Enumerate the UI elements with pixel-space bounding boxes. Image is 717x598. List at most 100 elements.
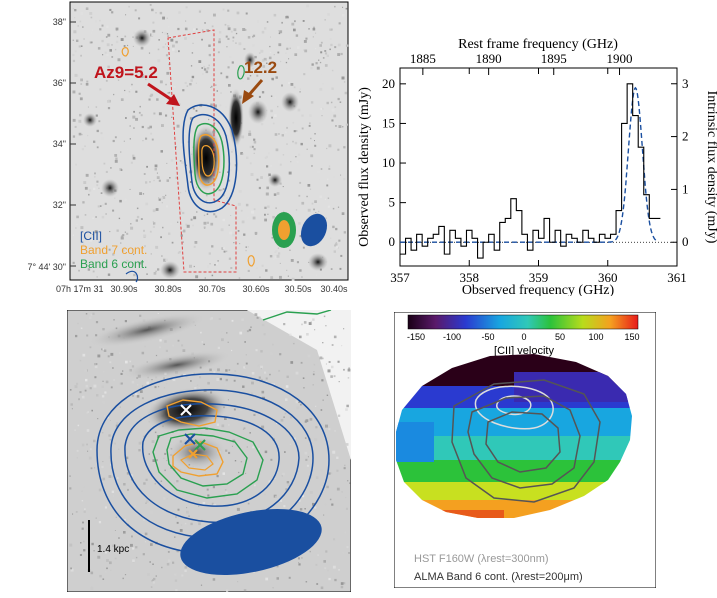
hst-contour-2 [496,395,532,416]
legend-cii: [CII] [80,229,102,243]
cbar-tick-3: -50 [481,332,494,342]
label-12-2: 12.2 [244,58,277,77]
panel-c-blank-region [247,310,351,460]
velocity-contours [451,379,601,503]
x-tick-label: 361 [667,270,687,285]
top-tick-label: 1895 [541,51,567,66]
az9-arrow [147,82,173,102]
az9-arrowhead [166,94,180,106]
band6-contour-small [237,65,245,80]
source-12-2 [228,88,244,148]
band6-contour-1 [152,427,264,499]
cbar-tick-5: 50 [555,332,565,342]
panel-a-contour-image: Az9=5.2 12.2 [CII] Band 7 cont. Band 6 c… [0,0,350,296]
position-markers [180,404,206,459]
cii-contour-3 [124,403,300,524]
ra-tick-4: 30.60s [242,284,270,294]
star-1 [248,100,268,124]
label-az9: Az9=5.2 [94,63,158,82]
panel-b-spectrum: 357 358 359 360 361 0 5 10 15 20 0 1 2 3 1885 1890 1895 1… [352,30,717,298]
cii-contour-4 [142,414,280,507]
legend-band7: Band 7 cont. [80,243,147,257]
star-7 [244,52,256,68]
top-tick-label: 1885 [410,51,436,66]
right-tick-label: 2 [682,129,689,144]
tick-layer: 357 358 359 360 361 0 5 10 15 20 0 1 2 3 1885 1890 1895 1… [382,51,689,285]
y-tick-label: 20 [382,76,395,91]
cbar-tick-4: 0 [521,332,526,342]
faint-arc-2 [122,350,232,380]
legend-hst: HST F160W (λrest=300nm) [414,553,549,565]
band7-contour-2 [201,145,215,177]
colorbar-label: [CII] velocity [494,345,554,357]
scale-bar-label: 1.4 kpc [97,544,129,555]
x-tick-label: 360 [598,270,618,285]
right-tick-label: 0 [682,234,689,249]
marker-white-b [180,404,192,416]
panel-a-noise [72,4,349,281]
beam-ellipse [180,509,322,575]
x-tick-label: 357 [390,270,410,285]
observed-spectrum-line [400,83,661,259]
panel-a-svg: Az9=5.2 12.2 [CII] Band 7 cont. Band 6 c… [27,1,349,294]
faint-arc-1 [88,312,206,348]
panel-c-contours [96,309,332,555]
dec-tick-38: 38" [53,17,66,27]
marker-blue-b [184,433,196,445]
slit-outline [167,29,237,273]
panel-d-velocity-map: -150 -100 -50 0 50 100 150 [CII] velocit… [393,311,657,589]
top-tick-label: 1900 [607,51,633,66]
band6-contour-edge [262,309,332,321]
star-8 [268,173,282,187]
star-3 [133,29,151,47]
band7-contour-upper [166,399,218,427]
panel-d-svg: -150 -100 -50 0 50 100 150 [CII] velocit… [393,311,657,589]
ra-tick-1: 30.90s [110,284,138,294]
cii-contour-outer [96,373,330,555]
star-9 [83,113,97,127]
y-axis-label: Observed flux density (mJy) [357,87,372,247]
right-tick-label: 1 [682,181,689,196]
colorbar-ticks: -150 -100 -50 0 50 100 150 [407,332,640,342]
cbar-tick-6: 100 [588,332,603,342]
cbar-tick-1: -150 [407,332,425,342]
panel-c-svg: 1.4 kpc [66,309,352,593]
band7-contour-small-1 [121,47,129,57]
ra-axis: 07h 17m 31 30.90s 30.80s 30.70s 30.60s 3… [56,284,348,294]
band7-contour-1 [197,134,220,186]
x-tick-label: 358 [460,270,480,285]
star-5 [160,261,180,279]
x-axis-label: Observed frequency (GHz) [462,283,615,296]
cii-contour-2 [188,113,231,204]
marker-orange-b [188,449,198,459]
ra-tick-5: 30.50s [284,284,312,294]
x-tick-label: 359 [529,270,549,285]
ra-prefix: 07h 17m 31 [56,284,104,294]
ra-tick-6: 30.40s [320,284,348,294]
cii-contour-1 [182,104,238,213]
star-6 [308,253,328,271]
right-y-axis-label: Intrinsic flux density (mJy) [704,91,717,244]
band7-contour-small-2 [247,255,255,267]
panel-c-zoom-contours: 1.4 kpc [66,309,352,593]
ra-tick-2: 30.80s [154,284,182,294]
marker-green-b [194,439,206,451]
legend-band6: Band 6 cont. [80,257,147,271]
arrow-12-2 [246,79,264,97]
cii-contour-2 [110,389,314,539]
dec-tick-32: 32" [53,200,66,210]
band6-contour-1 [193,122,225,195]
colorbar [407,314,639,330]
right-tick-label: 3 [682,76,689,91]
dec-tick-34: 34" [53,139,66,149]
arrowhead-12-2 [242,90,254,104]
cbar-tick-2: -100 [443,332,461,342]
ra-tick-3: 30.70s [198,284,226,294]
band7-contour-lower [172,441,224,477]
legend-alma: ALMA Band 6 cont. (λrest=200μm) [414,571,583,583]
star-4 [101,179,119,197]
cii-contour-edge [125,270,139,283]
dec-tick-30: 7° 44' 30" [27,262,66,272]
hst-contour-1 [474,385,554,430]
dec-tick-36: 36" [53,78,66,88]
